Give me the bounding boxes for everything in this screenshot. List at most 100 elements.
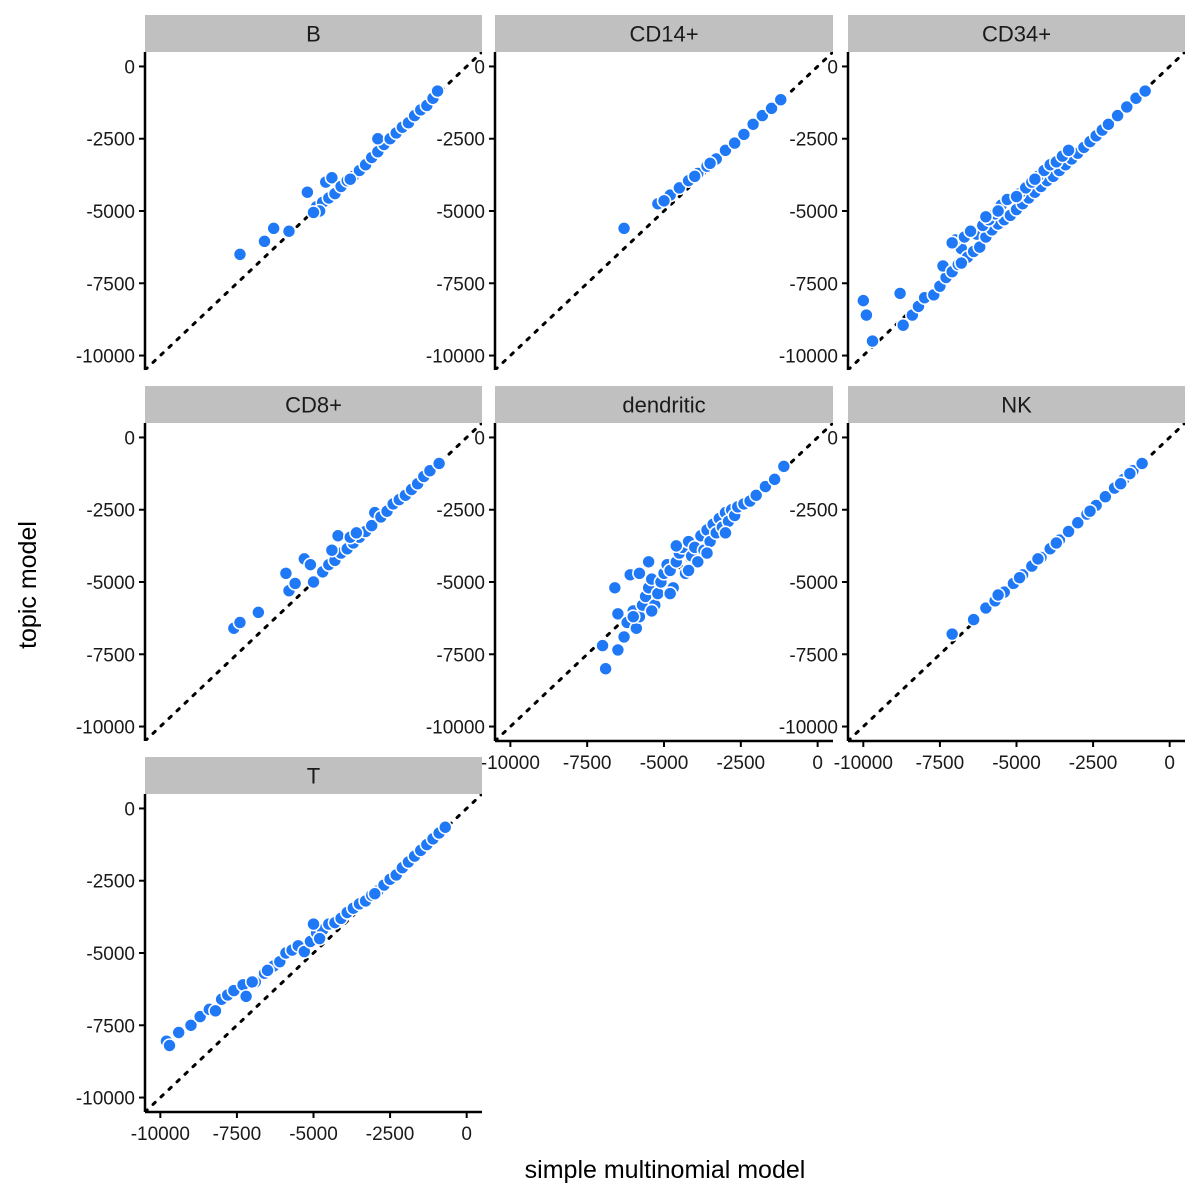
facet-strip — [495, 386, 833, 423]
y-tick-label: -2500 — [436, 130, 485, 151]
facet-points — [944, 456, 1150, 642]
facet-strip — [145, 15, 482, 52]
y-tick-label: 0 — [474, 57, 485, 78]
data-point — [208, 1003, 223, 1019]
data-point — [431, 456, 447, 471]
data-point — [232, 247, 248, 262]
data-point — [687, 169, 703, 184]
data-point — [1030, 551, 1046, 567]
data-point — [1009, 189, 1024, 204]
y-tick-label: 0 — [827, 428, 838, 449]
y-tick-label: 0 — [124, 799, 135, 820]
data-point — [306, 574, 321, 590]
data-point — [764, 101, 779, 116]
y-tick-label: -5000 — [436, 202, 485, 223]
data-point — [238, 989, 254, 1004]
data-point — [990, 587, 1006, 603]
data-point — [641, 554, 656, 570]
y-tick-label: -5000 — [789, 573, 838, 594]
facet-strip — [848, 386, 1185, 423]
data-point — [944, 235, 960, 251]
x-tick-label: -5000 — [289, 1124, 338, 1145]
data-point — [990, 203, 1006, 219]
data-point — [859, 307, 874, 323]
y-tick-label: -7500 — [86, 645, 135, 666]
data-point — [1134, 456, 1150, 471]
data-point — [278, 566, 294, 581]
x-tick-label: -10000 — [481, 753, 540, 774]
data-point — [367, 886, 383, 902]
data-point — [745, 116, 761, 132]
facet-cd14: CD14+ 0 -2500 -5000 -7500 -10000 — [426, 15, 833, 370]
y-tick-label: -7500 — [86, 1016, 135, 1037]
data-point — [162, 1038, 177, 1053]
y-tick-label: -7500 — [436, 645, 485, 666]
x-tick-label: -7500 — [916, 753, 965, 774]
facet-points — [616, 92, 789, 236]
data-point — [598, 661, 613, 677]
y-tick-label: -2500 — [86, 130, 135, 151]
facet-nk: NK 0 -2500 -5000 -7500 -10000 -10000 -7500 -5000… — [779, 386, 1185, 774]
data-point — [1101, 116, 1116, 132]
x-tick-label: -2500 — [1069, 753, 1118, 774]
y-tick-label: -10000 — [76, 347, 135, 368]
data-point — [632, 566, 647, 581]
data-point — [1061, 142, 1076, 158]
y-tick-label: -10000 — [779, 347, 838, 368]
data-point — [856, 293, 871, 308]
data-point — [1137, 83, 1153, 99]
facet-strip — [145, 386, 482, 423]
data-point — [610, 642, 626, 658]
data-point — [1012, 570, 1027, 585]
x-tick-label: 0 — [1164, 753, 1175, 774]
data-point — [773, 92, 789, 107]
data-point — [644, 603, 660, 619]
data-point — [183, 1017, 199, 1033]
x-tick-label: -7500 — [563, 753, 612, 774]
data-point — [699, 545, 715, 561]
data-point — [610, 606, 626, 622]
data-point — [1122, 466, 1138, 481]
y-axis-title: topic model — [14, 521, 42, 649]
data-point — [330, 528, 346, 544]
data-point — [963, 223, 978, 239]
y-tick-label: 0 — [124, 428, 135, 449]
facet-strip-label: B — [306, 22, 321, 47]
data-point — [662, 586, 678, 601]
y-tick-label: -5000 — [436, 573, 485, 594]
data-point — [748, 487, 764, 503]
data-point — [1119, 99, 1135, 115]
data-point — [312, 931, 327, 946]
facets-layer: B 0 -2500 -5000 -7500 -10000 CD14+ 0 -2500 -5000 -… — [76, 15, 1185, 1145]
x-tick-label: -2500 — [717, 753, 766, 774]
data-point — [342, 171, 358, 187]
data-point — [1110, 108, 1125, 123]
data-point — [776, 459, 792, 474]
data-point — [944, 626, 960, 642]
y-tick-label: -10000 — [426, 347, 485, 368]
facet-dendritic: dendritic 0 -2500 -5000 -7500 -10000 -10000 -75… — [426, 386, 833, 774]
facet-strip — [495, 15, 833, 52]
data-point — [1027, 171, 1043, 187]
y-tick-label: -2500 — [789, 130, 838, 151]
data-point — [1070, 515, 1086, 531]
data-point — [171, 1025, 186, 1040]
y-tick-label: -10000 — [779, 718, 838, 739]
facet-strip — [848, 15, 1185, 52]
y-tick-label: -10000 — [76, 718, 135, 739]
y-tick-label: 0 — [474, 428, 485, 449]
data-point — [1113, 476, 1128, 492]
x-tick-label: 0 — [461, 1124, 472, 1145]
y-tick-label: -5000 — [86, 202, 135, 223]
y-tick-label: -2500 — [789, 501, 838, 522]
data-point — [865, 333, 880, 349]
data-point — [437, 819, 453, 835]
data-point — [1082, 503, 1098, 519]
facet-strip — [145, 757, 482, 794]
x-axis-title: simple multinomial model — [525, 1156, 806, 1184]
y-tick-label: -7500 — [436, 274, 485, 295]
facet-points — [226, 456, 447, 636]
data-point — [1049, 535, 1064, 551]
facet-b: B 0 -2500 -5000 -7500 -10000 — [76, 15, 482, 370]
